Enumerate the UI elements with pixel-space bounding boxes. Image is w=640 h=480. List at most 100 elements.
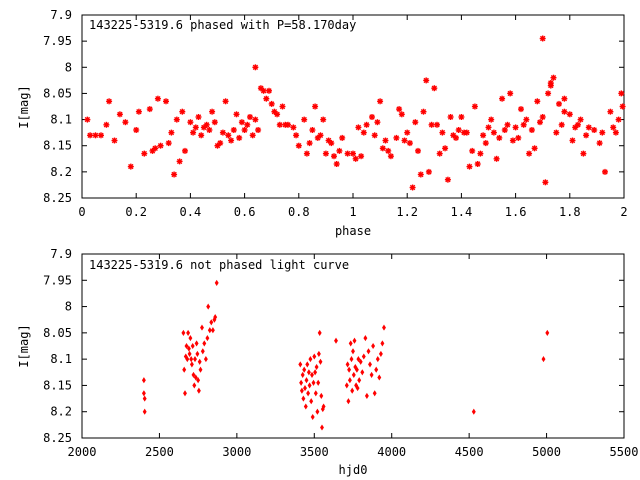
phased-data-point <box>385 147 392 154</box>
unphased-data-point <box>298 361 303 368</box>
phased-data-point <box>618 90 625 97</box>
phased-data-point <box>352 155 359 162</box>
unphased-data-point <box>308 356 313 363</box>
unphased-data-point <box>187 350 192 357</box>
phased-x-tick-label: 0.8 <box>288 205 310 219</box>
phased-data-point <box>547 80 554 86</box>
phased-data-point <box>228 137 235 144</box>
unphased-data-point <box>360 369 365 376</box>
unphased-data-point <box>352 337 357 344</box>
phased-data-point <box>360 129 367 136</box>
unphased-x-tick-label: 2500 <box>145 445 174 459</box>
phased-data-point <box>236 134 243 141</box>
phased-data-point <box>252 64 259 71</box>
phased-data-point <box>279 103 286 110</box>
phased-data-point <box>211 119 218 126</box>
phased-data-point <box>222 98 229 105</box>
unphased-data-point <box>312 353 317 360</box>
phased-data-point <box>339 134 346 141</box>
unphased-y-tick-label: 8.25 <box>43 431 72 445</box>
unphased-data-point <box>197 358 202 365</box>
unphased-data-point <box>310 413 315 421</box>
phased-data-point <box>274 111 281 118</box>
phased-data-point <box>509 137 516 144</box>
phased-x-tick-label: 1.6 <box>505 205 527 219</box>
phased-data-point <box>209 108 216 115</box>
unphased-x-tick-label: 4000 <box>377 445 406 459</box>
phased-data-point <box>569 137 576 144</box>
phased-data-point <box>490 129 497 136</box>
unphased-data-point <box>377 374 382 381</box>
phased-data-point <box>382 137 389 144</box>
unphased-data-point <box>311 379 316 386</box>
unphased-data-point <box>315 408 320 415</box>
unphased-data-point <box>344 382 349 389</box>
unphased-y-axis-label: I[mag] <box>17 324 31 367</box>
phased-data-point <box>396 106 403 113</box>
unphased-data-point <box>306 369 311 376</box>
unphased-data-point <box>300 371 305 378</box>
phased-data-point <box>619 103 626 110</box>
phased-data-point <box>122 119 129 126</box>
unphased-data-point <box>142 408 147 415</box>
phased-data-point <box>458 114 465 120</box>
phased-data-point <box>602 168 608 175</box>
unphased-data-point <box>186 345 191 352</box>
phased-data-point <box>401 137 408 144</box>
unphased-data-point <box>541 356 546 363</box>
unphased-data-point <box>202 340 207 347</box>
phased-data-point <box>293 132 300 139</box>
phased-data-point <box>520 121 527 128</box>
phased-data-point <box>241 127 248 133</box>
phased-data-point <box>607 108 614 115</box>
phased-data-point <box>157 142 164 149</box>
unphased-data-point <box>351 371 356 378</box>
unphased-data-point <box>299 387 304 394</box>
phased-data-point <box>423 77 430 84</box>
unphased-data-point <box>299 379 304 386</box>
phased-data-point <box>444 176 451 183</box>
phased-data-point <box>230 127 237 133</box>
unphased-y-tick-label: 8.15 <box>43 378 72 392</box>
unphased-data-point <box>302 366 307 373</box>
unphased-data-point <box>191 371 196 378</box>
phased-data-point <box>328 140 335 147</box>
unphased-y-tick-label: 8.05 <box>43 326 72 340</box>
phased-data-point <box>615 116 622 123</box>
unphased-plot-frame <box>81 253 625 439</box>
unphased-data-point <box>304 377 309 384</box>
unphased-data-point <box>188 335 193 342</box>
phased-data-point <box>306 140 313 147</box>
phased-plot-title: 143225-5319.6 phased with P=58.170day <box>89 18 356 32</box>
phased-data-point <box>290 124 297 131</box>
phased-data-point <box>512 124 519 131</box>
phased-data-point <box>266 87 272 94</box>
phased-data-point <box>206 127 213 133</box>
unphased-data-point <box>195 350 200 357</box>
unphased-data-point <box>350 387 355 394</box>
unphased-data-point <box>378 350 383 357</box>
unphased-data-point <box>313 369 318 376</box>
unphased-data-point <box>371 342 376 350</box>
unphased-data-point <box>301 395 306 402</box>
unphased-data-point <box>368 361 372 368</box>
phased-x-axis-label: phase <box>335 224 371 238</box>
unphased-data-point <box>305 361 310 368</box>
phased-data-point <box>477 150 484 157</box>
phased-data-point <box>539 35 546 42</box>
phased-data-point <box>398 111 405 118</box>
phased-data-point <box>152 145 159 152</box>
unphased-data-point <box>303 403 308 410</box>
phased-data-point <box>355 124 362 131</box>
unphased-data-point <box>141 390 146 397</box>
phased-data-point <box>252 116 259 123</box>
phased-x-tick-label: 0 <box>78 205 85 219</box>
unphased-data-point <box>364 392 369 399</box>
phased-x-tick-label: 1.4 <box>451 205 473 219</box>
unphased-data-point <box>321 403 326 410</box>
phased-data-point <box>453 134 459 141</box>
phased-data-point <box>295 142 302 149</box>
phased-data-point <box>415 147 421 154</box>
phased-data-point <box>455 127 462 133</box>
